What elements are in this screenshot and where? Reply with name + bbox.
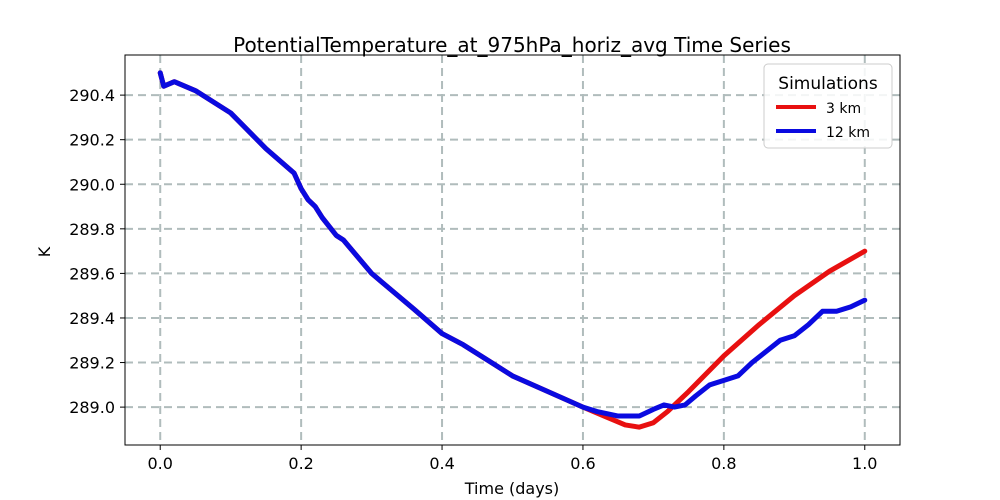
series-line-12km — [157, 70, 868, 419]
legend-title: Simulations — [778, 74, 878, 94]
plot-frame — [124, 54, 901, 446]
chart-title: PotentialTemperature_at_975hPa_horiz_avg… — [233, 33, 791, 57]
y-tick-label: 290.4 — [69, 86, 115, 105]
y-tick-label: 290.0 — [69, 175, 115, 194]
x-tick-label: 1.0 — [852, 454, 877, 473]
y-tick-label: 289.0 — [69, 398, 115, 417]
y-axis-label: K — [35, 246, 54, 257]
y-tick-label: 289.4 — [69, 309, 115, 328]
y-tick-label: 289.2 — [69, 354, 115, 373]
legend-label-12km: 12 km — [826, 125, 870, 141]
x-tick-label: 0.0 — [148, 454, 173, 473]
x-tick-label: 0.8 — [711, 454, 736, 473]
legend-label-3km: 3 km — [826, 101, 861, 117]
x-tick-label: 0.6 — [570, 454, 595, 473]
y-tick-label: 289.8 — [69, 220, 115, 239]
axis-ticks: 0.0 0.2 0.4 0.6 0.8 1.0 289.0 289.2 289.4 289.6 28… — [69, 86, 877, 473]
legend-box — [763, 63, 893, 149]
x-tick-label: 0.4 — [429, 454, 454, 473]
series-lines — [157, 70, 868, 430]
y-tick-label: 290.2 — [69, 131, 115, 150]
x-tick-label: 0.2 — [288, 454, 313, 473]
y-tick-label: 289.6 — [69, 264, 115, 283]
x-axis-label: Time (days) — [464, 479, 560, 498]
legend: Simulations 3 km 12 km — [763, 63, 893, 149]
